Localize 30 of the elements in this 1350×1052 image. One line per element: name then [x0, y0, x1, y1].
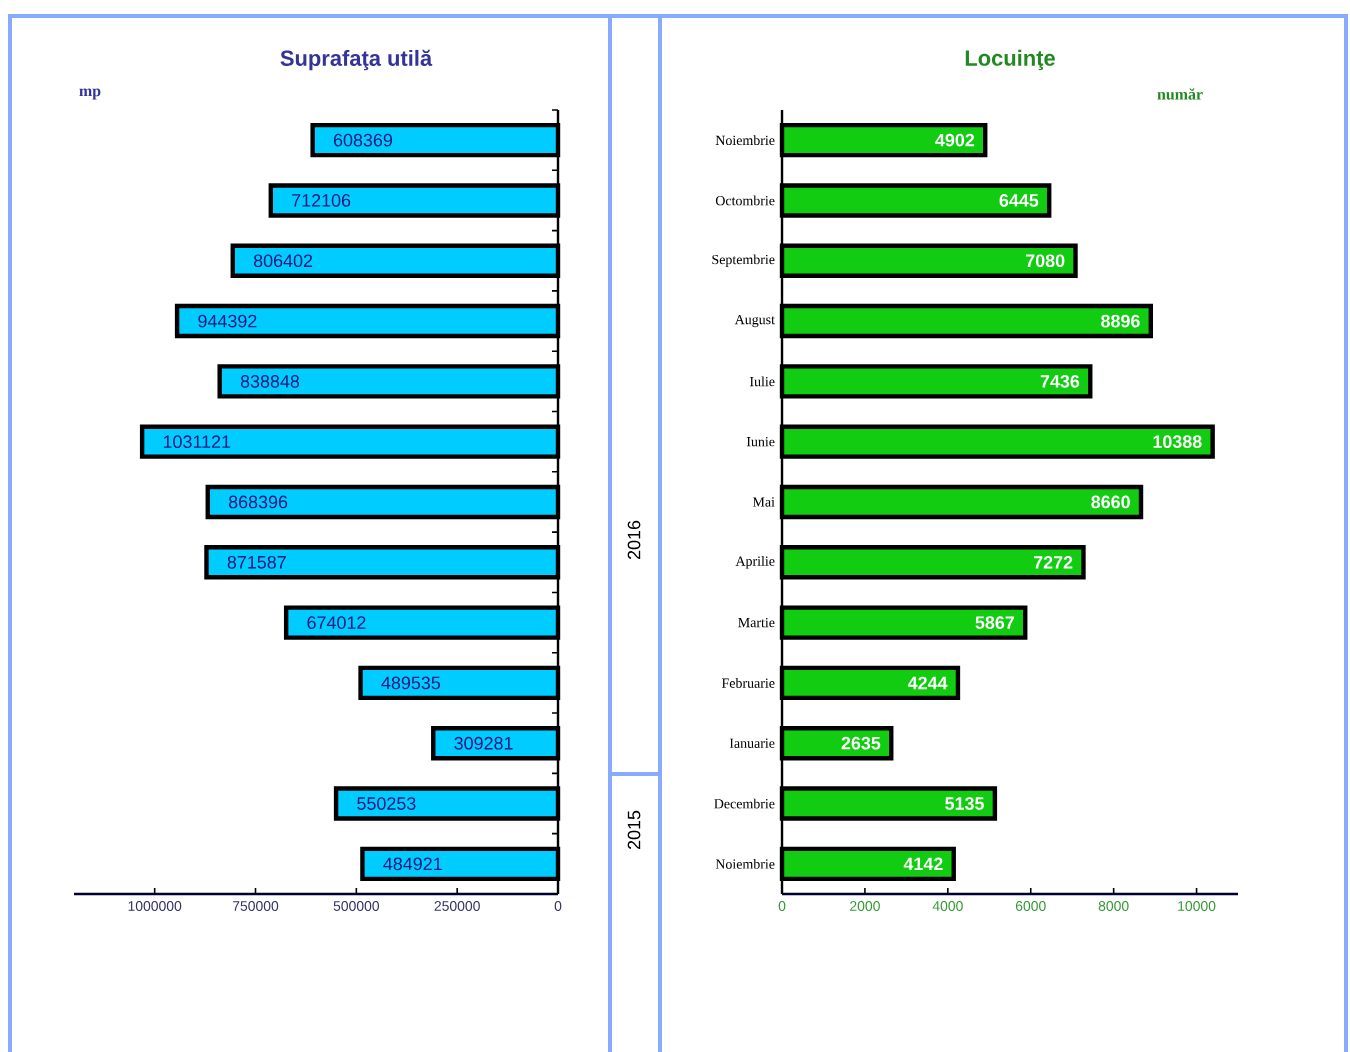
data-label: 4244 — [907, 676, 948, 690]
data-label: 944392 — [198, 314, 257, 328]
data-label: 10388 — [1153, 435, 1202, 449]
data-label: 6445 — [999, 194, 1039, 207]
text: 2015 — [627, 810, 641, 850]
data-label: 7436 — [1040, 374, 1080, 388]
data-label: 1031121 — [163, 435, 231, 449]
data-label: 806402 — [253, 254, 313, 268]
data-label: 838848 — [240, 375, 300, 388]
data-label: 309281 — [454, 736, 513, 750]
data-label: 4142 — [903, 857, 943, 871]
data-label: 2635 — [841, 736, 881, 750]
data-label: 8660 — [1091, 495, 1130, 509]
data-label: 7080 — [1026, 254, 1065, 268]
data-label: 608369 — [333, 133, 393, 147]
data-label: 550253 — [357, 797, 416, 810]
text: 2016 — [627, 520, 641, 560]
data-label: 712106 — [292, 194, 351, 207]
data-label: 489535 — [381, 676, 441, 690]
data-label: 484921 — [383, 857, 442, 871]
data-label: 674012 — [307, 616, 366, 629]
data-label: 868396 — [228, 495, 288, 509]
data-label: 871587 — [227, 555, 286, 569]
data-label: 4902 — [935, 133, 975, 147]
data-label: 7272 — [1033, 556, 1073, 569]
data-label: 5135 — [945, 797, 984, 810]
data-label: 5867 — [975, 616, 1015, 629]
data-label: 8896 — [1101, 314, 1140, 328]
chart-title: Suprafaţa utilă — [280, 49, 433, 71]
chart-title: Locuinţe — [965, 49, 1055, 71]
